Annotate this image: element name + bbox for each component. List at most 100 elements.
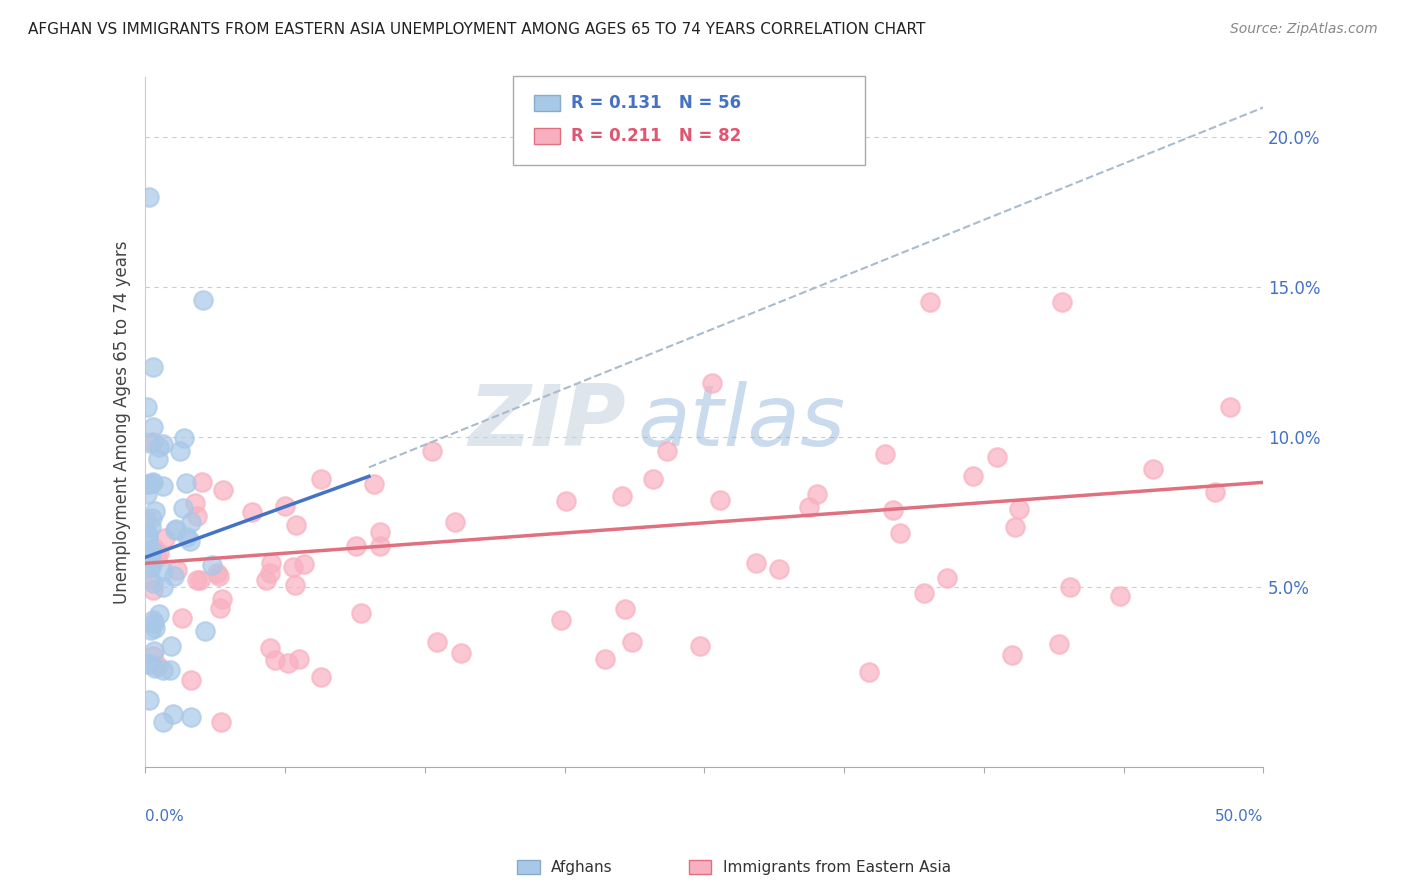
Point (1047, 637, 1070, 651)
Point (259, 641, 281, 656)
Point (259, 556, 281, 570)
Point (141, 511, 163, 525)
Point (142, 613, 165, 627)
Point (555, 494, 578, 508)
Point (142, 419, 165, 434)
Point (146, 451, 169, 466)
Point (163, 569, 186, 583)
Point (135, 477, 157, 491)
Point (363, 477, 385, 491)
Point (152, 479, 174, 493)
Point (136, 657, 159, 671)
Point (745, 556, 768, 570)
Point (208, 569, 231, 583)
Point (148, 546, 170, 560)
Point (858, 665, 880, 680)
Point (709, 493, 731, 508)
Text: 50.0%: 50.0% (1215, 809, 1264, 823)
Point (700, 376, 723, 390)
Point (208, 601, 231, 615)
Point (173, 431, 195, 445)
Point (142, 359, 165, 374)
Point (610, 489, 633, 503)
Point (136, 532, 159, 546)
Point (139, 558, 162, 573)
Point (142, 475, 165, 489)
Point (142, 434, 165, 449)
Point (277, 656, 299, 670)
Point (593, 652, 616, 666)
Text: R = 0.131   N = 56: R = 0.131 N = 56 (571, 94, 741, 112)
Point (285, 517, 308, 532)
Point (641, 472, 664, 486)
Point (444, 515, 467, 529)
Point (139, 435, 162, 450)
Point (264, 653, 287, 667)
Point (148, 440, 170, 454)
Point (281, 560, 304, 574)
Point (180, 673, 202, 687)
Point (135, 401, 157, 415)
Text: ZIP: ZIP (468, 381, 626, 464)
Point (143, 644, 166, 658)
Point (145, 504, 167, 518)
Point (292, 557, 315, 571)
Point (142, 648, 165, 663)
Point (186, 573, 208, 587)
Point (368, 539, 391, 553)
Point (1001, 648, 1024, 663)
Point (138, 476, 160, 491)
Point (139, 520, 162, 534)
Point (152, 564, 174, 578)
Point (152, 437, 174, 451)
Point (209, 715, 232, 730)
Point (166, 564, 188, 578)
Point (180, 710, 202, 724)
Point (142, 582, 165, 597)
Point (875, 447, 897, 461)
Point (190, 475, 212, 489)
Point (165, 522, 187, 536)
Point (146, 550, 169, 565)
Point (1059, 580, 1081, 594)
Point (426, 634, 449, 648)
Text: Afghans: Afghans (551, 860, 613, 874)
Point (141, 476, 163, 491)
Point (1008, 502, 1031, 516)
Point (159, 639, 181, 653)
Point (179, 534, 201, 549)
Point (288, 651, 311, 665)
Point (143, 660, 166, 674)
Point (655, 444, 678, 458)
Point (188, 573, 211, 587)
Point (155, 531, 177, 545)
Point (309, 472, 332, 486)
Point (889, 525, 911, 540)
Point (259, 566, 281, 580)
Point (806, 486, 828, 500)
Point (962, 469, 984, 483)
Point (256, 573, 278, 587)
Point (311, 670, 333, 684)
Point (918, 295, 941, 310)
Point (138, 190, 160, 204)
Point (621, 635, 644, 649)
Point (450, 646, 472, 660)
Point (145, 621, 167, 635)
Point (152, 580, 174, 594)
Y-axis label: Unemployment Among Ages 65 to 74 years: Unemployment Among Ages 65 to 74 years (114, 241, 131, 604)
Point (613, 602, 636, 616)
Point (180, 516, 202, 530)
Point (1108, 589, 1130, 603)
Point (240, 505, 263, 519)
Point (143, 541, 166, 555)
Point (141, 624, 163, 638)
Point (135, 512, 157, 526)
Point (284, 578, 307, 592)
Point (212, 483, 235, 498)
Point (211, 592, 233, 607)
Point (165, 524, 187, 538)
Point (136, 487, 159, 501)
Point (191, 293, 214, 308)
Point (349, 606, 371, 620)
